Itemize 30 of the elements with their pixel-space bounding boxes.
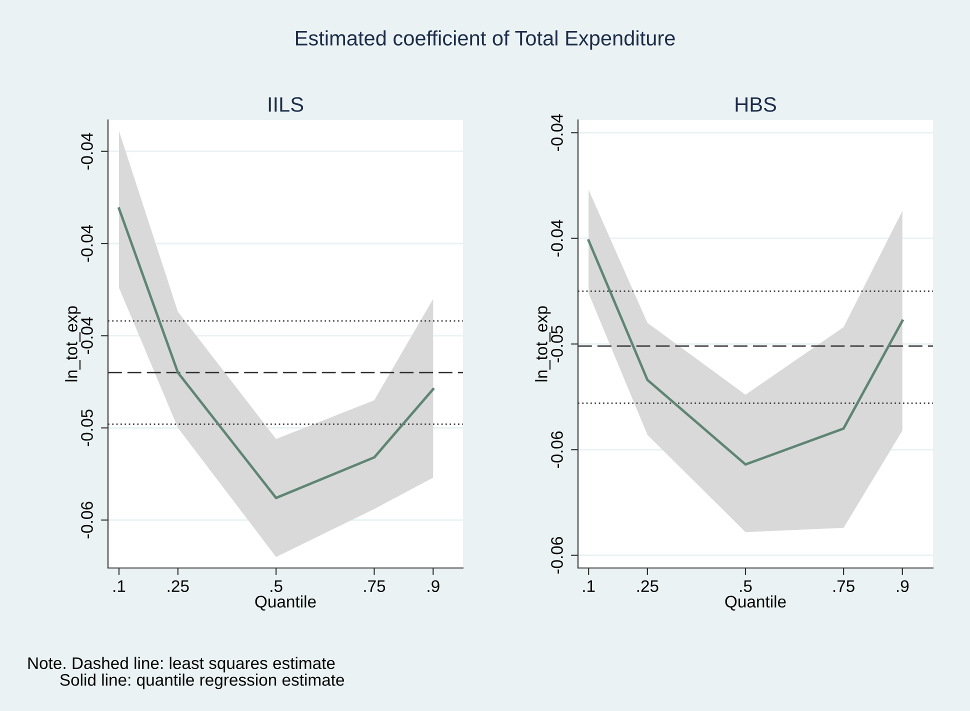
- y-axis-title: ln_tot_exp: [65, 306, 81, 382]
- x-tick-label: .25: [168, 580, 189, 592]
- y-tick-label: -0.04: [81, 132, 93, 170]
- x-tick-label: .25: [637, 580, 658, 592]
- x-tick-label: .1: [583, 580, 595, 592]
- line-series: [587, 239, 904, 466]
- x-axis-title: Quantile: [255, 595, 316, 611]
- x-axis-title: Quantile: [725, 595, 786, 611]
- y-tick-label: -0.04: [551, 114, 563, 151]
- x-tick-label: .75: [834, 580, 854, 592]
- y-tick-label: -0.04: [81, 225, 93, 262]
- y-tick-label: -0.04: [81, 317, 93, 354]
- y-axis-title: ln_tot_exp: [535, 306, 551, 382]
- text: Note. Dashed line: least squares estimate Solid line: quantile regression estimate: [28, 656, 344, 690]
- chart-title: IILS: [268, 97, 304, 112]
- x-tick-label: .1: [114, 580, 126, 592]
- x-tick-label: .5: [270, 580, 282, 592]
- x-tick-label: .9: [428, 580, 440, 592]
- y-tick-label: -0.06: [551, 537, 563, 574]
- line-series: [118, 207, 434, 500]
- x-tick-label: .9: [896, 580, 909, 592]
- y-tick-label: -0.06: [551, 431, 563, 468]
- y-tick-label: -0.05: [81, 410, 93, 446]
- x-tick-label: .75: [364, 580, 386, 592]
- y-tick-label: -0.05: [551, 326, 563, 362]
- y-tick-label: -0.04: [551, 220, 563, 257]
- chart-title: HBS: [736, 97, 776, 112]
- y-tick-label: -0.06: [81, 502, 93, 538]
- x-tick-label: .5: [740, 580, 752, 592]
- text: Estimated coefficient of Total Expenditure: [296, 30, 675, 50]
